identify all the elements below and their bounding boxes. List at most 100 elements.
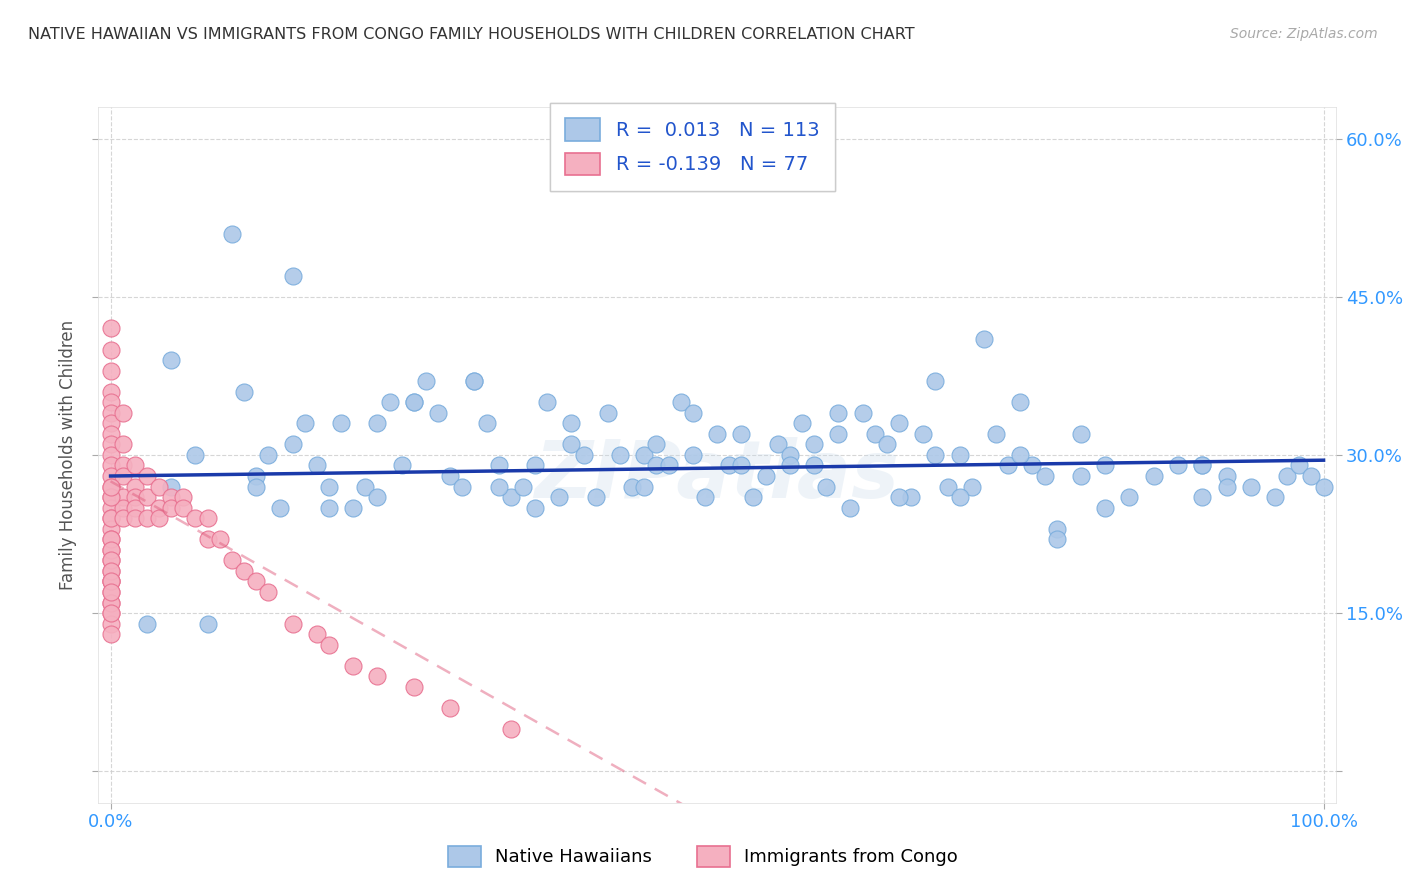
Point <box>160 479 183 493</box>
Point <box>693 490 716 504</box>
Point <box>633 479 655 493</box>
Point <box>1191 458 1213 473</box>
Point <box>100 490 122 504</box>
Point <box>100 458 122 473</box>
Text: Source: ZipAtlas.com: Source: ZipAtlas.com <box>1230 27 1378 41</box>
Point <box>560 417 582 431</box>
Point <box>1021 458 1043 473</box>
Point <box>172 490 194 504</box>
Point <box>524 500 547 515</box>
Point <box>657 458 679 473</box>
Point <box>100 553 122 567</box>
Point <box>100 574 122 589</box>
Point <box>100 542 122 557</box>
Point <box>100 606 122 620</box>
Point <box>366 669 388 683</box>
Point <box>609 448 631 462</box>
Point <box>111 458 134 473</box>
Point <box>111 437 134 451</box>
Point <box>949 490 972 504</box>
Point <box>1010 448 1032 462</box>
Point <box>876 437 898 451</box>
Point <box>415 374 437 388</box>
Point <box>318 638 340 652</box>
Point <box>682 448 704 462</box>
Point <box>100 627 122 641</box>
Legend: R =  0.013   N = 113, R = -0.139   N = 77: R = 0.013 N = 113, R = -0.139 N = 77 <box>550 103 835 191</box>
Point <box>779 448 801 462</box>
Point <box>100 469 122 483</box>
Point <box>111 500 134 515</box>
Point <box>1094 458 1116 473</box>
Point <box>742 490 765 504</box>
Point <box>318 500 340 515</box>
Point <box>281 616 304 631</box>
Point <box>124 458 146 473</box>
Point <box>669 395 692 409</box>
Point <box>548 490 571 504</box>
Point <box>815 479 838 493</box>
Point <box>887 417 910 431</box>
Point <box>148 511 170 525</box>
Point <box>342 658 364 673</box>
Point <box>184 448 207 462</box>
Point <box>1301 469 1323 483</box>
Point <box>633 448 655 462</box>
Point <box>596 406 619 420</box>
Point <box>221 553 243 567</box>
Point <box>463 374 485 388</box>
Text: ZIPatlas: ZIPatlas <box>534 437 900 515</box>
Point <box>100 479 122 493</box>
Point <box>100 585 122 599</box>
Point <box>136 490 159 504</box>
Point <box>160 500 183 515</box>
Point <box>100 522 122 536</box>
Point <box>524 458 547 473</box>
Point <box>318 479 340 493</box>
Point <box>100 426 122 441</box>
Point <box>827 406 849 420</box>
Point <box>100 511 122 525</box>
Point <box>1070 469 1092 483</box>
Point <box>100 363 122 377</box>
Point <box>208 533 231 547</box>
Point <box>887 490 910 504</box>
Point <box>330 417 353 431</box>
Point <box>863 426 886 441</box>
Point <box>354 479 377 493</box>
Point <box>221 227 243 241</box>
Text: NATIVE HAWAIIAN VS IMMIGRANTS FROM CONGO FAMILY HOUSEHOLDS WITH CHILDREN CORRELA: NATIVE HAWAIIAN VS IMMIGRANTS FROM CONGO… <box>28 27 915 42</box>
Point <box>1191 490 1213 504</box>
Point <box>499 490 522 504</box>
Point <box>718 458 741 473</box>
Legend: Native Hawaiians, Immigrants from Congo: Native Hawaiians, Immigrants from Congo <box>441 838 965 874</box>
Point <box>391 458 413 473</box>
Point <box>463 374 485 388</box>
Point <box>281 437 304 451</box>
Point <box>560 437 582 451</box>
Point <box>803 458 825 473</box>
Point <box>1312 479 1334 493</box>
Point <box>257 585 280 599</box>
Point <box>233 384 256 399</box>
Point <box>755 469 778 483</box>
Point <box>451 479 474 493</box>
Point <box>1046 522 1069 536</box>
Point <box>197 533 219 547</box>
Point <box>924 374 946 388</box>
Point <box>111 511 134 525</box>
Point <box>160 490 183 504</box>
Point <box>1275 469 1298 483</box>
Point <box>900 490 922 504</box>
Point <box>1288 458 1310 473</box>
Point <box>572 448 595 462</box>
Point <box>100 595 122 609</box>
Point <box>1215 469 1237 483</box>
Point <box>245 479 267 493</box>
Y-axis label: Family Households with Children: Family Households with Children <box>59 320 77 590</box>
Point <box>949 448 972 462</box>
Point <box>245 469 267 483</box>
Point <box>100 533 122 547</box>
Point <box>148 479 170 493</box>
Point <box>305 627 328 641</box>
